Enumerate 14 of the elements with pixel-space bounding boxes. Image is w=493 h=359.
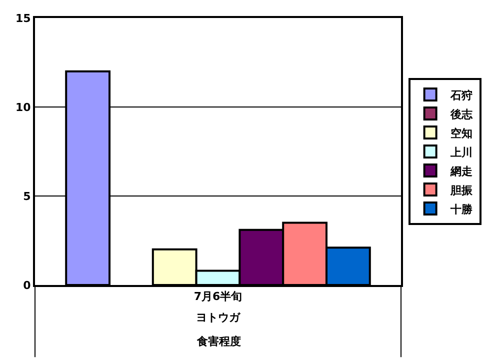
text: ヨトウガ [196,311,241,324]
y-tick-label: 10 [15,100,32,114]
y-tick-label: 0 [23,278,32,292]
legend-label: 石狩 [449,88,472,102]
x-tick-label: 7月6半旬 [194,290,242,304]
y-tick-label: 5 [23,190,31,203]
legend-label: 上川 [449,146,472,159]
text: 食害程度 [196,335,241,348]
y-tick-label: 15 [15,12,31,25]
legend-label: 後志 [449,108,474,121]
legend-label: 胆振 [449,184,474,197]
legend-label: 網走 [449,164,472,178]
legend-label: 十勝 [449,202,474,216]
legend-label: 空知 [450,126,472,140]
